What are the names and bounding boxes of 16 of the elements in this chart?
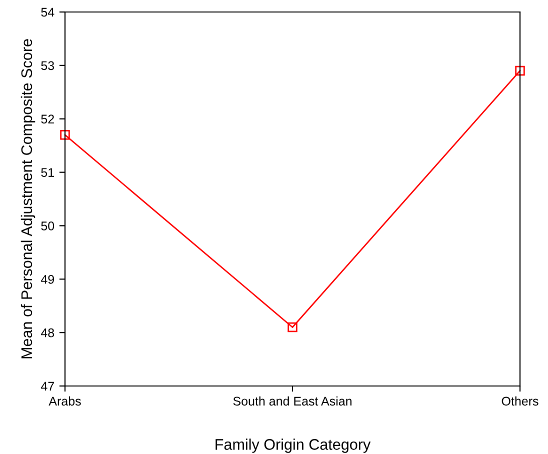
- point: [288, 322, 298, 332]
- y-tick-label: 51: [41, 168, 54, 177]
- y-tick-label: 53: [41, 61, 54, 70]
- y-axis-title: Mean of Personal Adjustment Composite Score: [20, 39, 36, 358]
- y-tick-label: 49: [40, 274, 54, 284]
- y-tick-label: 52: [41, 114, 54, 124]
- y-tick-label: 47: [40, 382, 54, 391]
- x-tick-label: Arabs: [48, 396, 81, 406]
- x-tick-label: South and East Asian: [233, 396, 352, 406]
- y-tick-label: 48: [40, 328, 54, 338]
- x-axis-title: Family Origin Category: [216, 438, 371, 453]
- x-tick-label: Others: [502, 396, 538, 406]
- point: [515, 66, 525, 76]
- point: [60, 130, 70, 140]
- y-tick-label: 54: [41, 8, 54, 17]
- y-tick-label: 50: [41, 222, 54, 230]
